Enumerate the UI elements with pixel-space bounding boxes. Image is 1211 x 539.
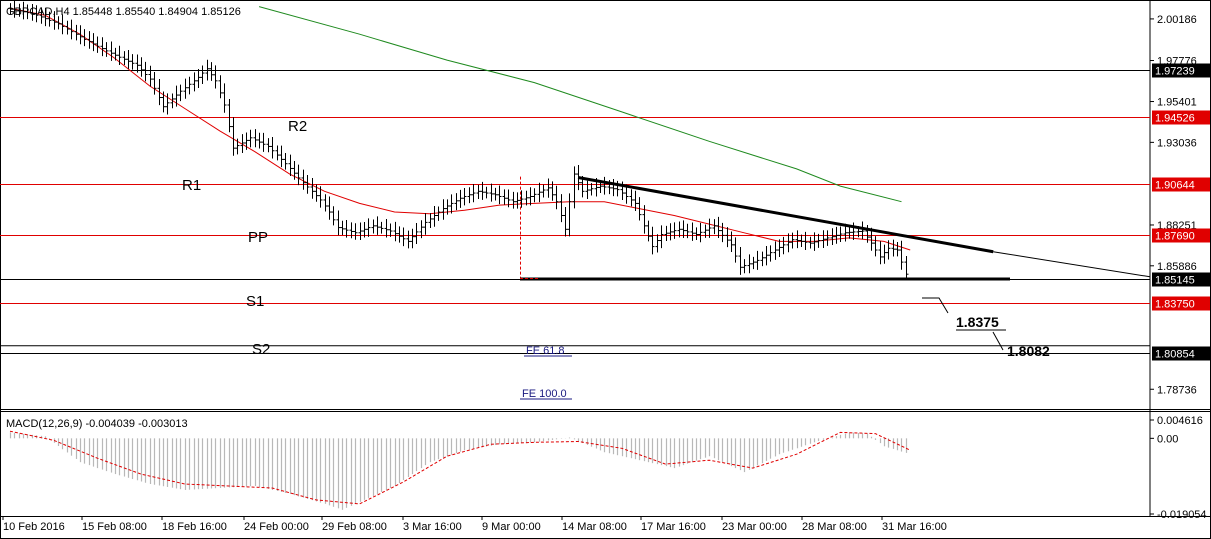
time-label-2: 18 Feb 16:00 — [162, 521, 227, 533]
level-tag-3 — [1152, 228, 1210, 243]
ma-green-line — [258, 6, 902, 203]
ma-red-line — [9, 7, 911, 251]
time-axis: 10 Feb 2016 15 Feb 08:00 18 Feb 16:00 24 Fe… — [0, 516, 1211, 533]
level-label-s1: S1 — [246, 293, 264, 310]
time-label-11: 31 Mar 16:00 — [882, 521, 947, 533]
level-tag-4 — [1152, 272, 1210, 287]
trendline-upper — [577, 176, 994, 254]
level-tag-1 — [1152, 110, 1210, 125]
chart-title: GBPCAD,H4 1.85448 1.85540 1.84904 1.8512… — [6, 6, 241, 18]
fe-61-8-label: FE 61.8 — [526, 345, 565, 357]
time-label-5: 3 Mar 16:00 — [403, 521, 462, 533]
price-pane[interactable]: 2.001861.977761.954011.930361.882511.858… — [0, 0, 1211, 516]
macd-tick-label-2: -0.019054 — [1157, 509, 1207, 521]
price-tick-label-2: 1.95401 — [1157, 97, 1197, 109]
target-1-label: 1.8375 — [956, 314, 999, 330]
trendline-extension — [993, 251, 1151, 278]
macd-tick-label-0: 0.004616 — [1157, 415, 1203, 427]
level-label-r2: R2 — [288, 118, 307, 135]
time-label-4: 29 Feb 08:00 — [322, 521, 387, 533]
level-tag-text-3: 1.87690 — [1155, 231, 1195, 243]
time-label-1: 15 Feb 08:00 — [82, 521, 147, 533]
level-tag-text-2: 1.90644 — [1155, 180, 1195, 192]
target-2-leader — [992, 331, 1004, 351]
level-tag-text-0: 1.97239 — [1155, 66, 1195, 78]
time-label-7: 14 Mar 08:00 — [562, 521, 627, 533]
level-tag-6 — [1152, 346, 1210, 361]
level-tag-5 — [1152, 296, 1210, 311]
level-tag-text-4: 1.85145 — [1155, 275, 1195, 287]
time-label-6: 9 Mar 00:00 — [482, 521, 541, 533]
level-label-s2: S2 — [252, 341, 270, 358]
target-2-label: 1.8082 — [1007, 343, 1050, 359]
time-label-0: 10 Feb 2016 — [3, 521, 65, 533]
level-label-pp: PP — [248, 229, 268, 246]
time-label-9: 23 Mar 00:00 — [722, 521, 787, 533]
level-label-r1: R1 — [182, 177, 201, 194]
macd-signal-line — [9, 430, 911, 505]
level-tag-text-5: 1.83750 — [1155, 299, 1195, 311]
time-label-10: 28 Mar 08:00 — [802, 521, 867, 533]
time-label-3: 24 Feb 00:00 — [244, 521, 309, 533]
macd-title: MACD(12,26,9) -0.004039 -0.003013 — [6, 418, 188, 430]
price-tick-label-0: 2.00186 — [1157, 14, 1197, 26]
price-tick-label-6: 1.78736 — [1157, 384, 1197, 396]
macd-pane[interactable]: 0.004616 0.00 -0.019054 — [9, 415, 1207, 521]
macd-tick-label-1: 0.00 — [1157, 433, 1178, 445]
level-tag-text-1: 1.94526 — [1155, 113, 1195, 125]
level-tag-text-6: 1.80854 — [1155, 349, 1195, 361]
price-tick-label-3: 1.93036 — [1157, 137, 1197, 149]
level-tag-2 — [1152, 177, 1210, 192]
level-tag-0 — [1152, 63, 1210, 78]
price-tick-label-5: 1.85886 — [1157, 261, 1197, 273]
fe-100-label: FE 100.0 — [522, 388, 567, 400]
time-label-8: 17 Mar 16:00 — [641, 521, 706, 533]
target-1-leader — [922, 297, 949, 314]
